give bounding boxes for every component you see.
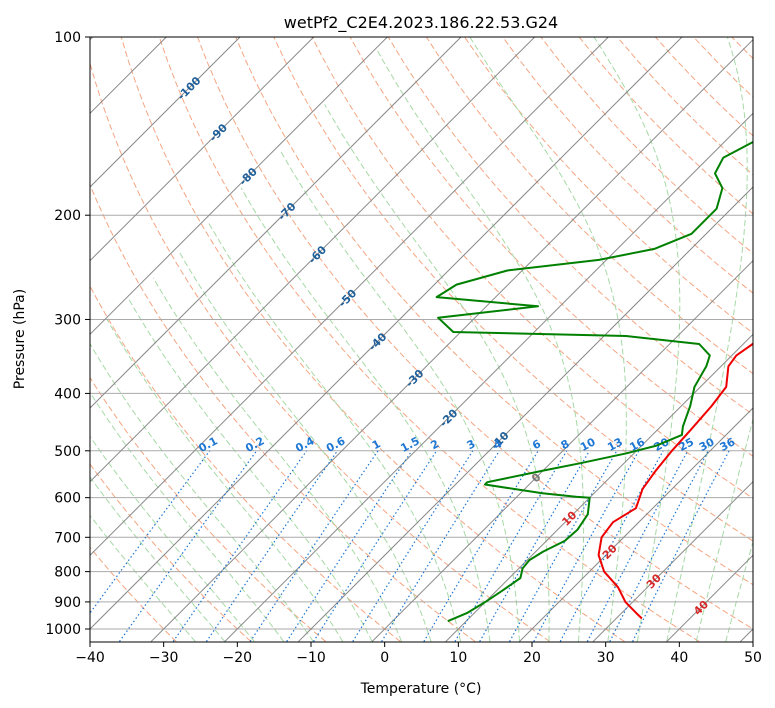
isotherm-line: [371, 259, 753, 642]
mixing-ratio-line: [205, 450, 338, 642]
y-tick-label: 200: [54, 208, 81, 224]
mixing-ratio-line: [509, 450, 618, 642]
moist-adiabat-line: [106, 319, 344, 642]
mixing-ratio-line: [381, 450, 500, 642]
y-tick-label: 800: [54, 565, 81, 581]
y-tick-label: 500: [54, 444, 81, 460]
mixing-ratio-line: [172, 450, 308, 642]
isotherm-line: [224, 112, 753, 642]
isotherm-line: [445, 333, 753, 642]
mixing-ratio-label: 10: [578, 435, 598, 454]
dry-adiabat-line: [90, 546, 177, 642]
y-tick-label: 1000: [45, 622, 81, 638]
mixing-ratio-line: [90, 450, 211, 615]
isotherms: [90, 37, 753, 642]
isotherm-line: [90, 37, 536, 483]
mixing-ratio-line: [249, 450, 379, 642]
y-tick-label: 600: [54, 491, 81, 507]
x-tick-label: −40: [75, 650, 105, 666]
y-tick-label: 700: [54, 530, 81, 546]
x-tick-label: −30: [149, 650, 179, 666]
plot-area: -100-90-80-70-60-50-40-30-20-10010203040…: [90, 37, 753, 642]
moist-adiabat-line: [90, 514, 196, 642]
x-axis-label: Temperature (°C): [360, 681, 482, 697]
isotherm-line: [90, 37, 388, 336]
y-tick-label: 900: [54, 595, 81, 611]
isotherm-line: [90, 37, 683, 630]
moist-adiabat-line: [207, 221, 461, 642]
moist-adiabat-line: [152, 277, 403, 642]
moist-adiabat-line: [127, 296, 373, 642]
profile-lines: [435, 140, 753, 623]
dry-adiabat-line: [502, 37, 753, 294]
mixing-ratio-line: [533, 450, 640, 642]
dry-adiabat-line: [197, 37, 753, 630]
dry-adiabat-line: [425, 37, 753, 375]
moist-adiabat-line: [593, 37, 681, 642]
mixing-ratio-line: [632, 450, 730, 642]
temperature-profile-line: [597, 342, 753, 620]
x-axis: −40 −30 −20 −10 0 10 20 30 40 50: [75, 642, 762, 666]
dry-adiabat-line: [120, 37, 625, 642]
y-tick-label: 100: [54, 30, 81, 46]
moist-adiabat-line: [90, 435, 255, 642]
moist-adiabat-line: [469, 37, 627, 642]
mixing-ratio-label: 30: [697, 435, 717, 454]
dry-adiabat-line: [235, 37, 753, 586]
y-tick-label: 300: [54, 312, 81, 328]
chart-title: wetPf2_C2E4.2023.186.22.53.G24: [284, 13, 558, 33]
mixing-ratio-line: [286, 450, 413, 642]
dry-adiabat-line: [90, 183, 476, 642]
isotherm-line: [298, 186, 753, 642]
moist-adiabat-line: [178, 250, 432, 642]
mixing-ratio-line: [119, 450, 258, 642]
y-axis-label: Pressure (hPa): [12, 289, 28, 389]
isotherm-line: [90, 37, 315, 262]
x-tick-label: −10: [296, 650, 326, 666]
isotherm-line: [592, 480, 753, 642]
mixing-ratio-label: 13: [605, 435, 625, 454]
x-tick-label: 40: [670, 650, 688, 666]
x-tick-label: 10: [449, 650, 467, 666]
x-tick-label: −20: [223, 650, 253, 666]
x-tick-label: 50: [744, 650, 762, 666]
x-tick-label: 30: [597, 650, 615, 666]
moist-adiabat-line: [90, 391, 285, 642]
mixing-ratio-label: 20: [652, 435, 672, 454]
isotherm-line: [150, 38, 753, 642]
y-tick-label: 400: [54, 386, 81, 402]
x-tick-label: 0: [380, 650, 389, 666]
dry-adiabat-line: [387, 37, 753, 416]
dry-adiabat-line: [90, 61, 551, 642]
dry-adiabat-line: [90, 376, 327, 642]
moist-adiabat-line: [90, 342, 314, 642]
y-axis: 100 200 300 400 500 600 700 800 900 1000: [45, 30, 90, 638]
pressure-gridlines: [90, 37, 753, 630]
dewpoint-profile-line: [435, 140, 753, 623]
moist-adiabat-line: [666, 37, 748, 642]
moist-adiabat-line: [376, 49, 585, 642]
dry-adiabat-line: [90, 463, 252, 642]
isotherm-line: [90, 37, 609, 557]
isotherm-line: [519, 407, 753, 642]
mixing-ratio-label: 36: [718, 435, 738, 454]
plot-frame: [89, 36, 754, 643]
isotherm-line: [90, 37, 241, 188]
moist-adiabat-line: [90, 476, 226, 642]
mixing-ratio-line: [313, 450, 438, 642]
x-tick-label: 20: [523, 650, 541, 666]
isotherm-line: [90, 37, 462, 409]
